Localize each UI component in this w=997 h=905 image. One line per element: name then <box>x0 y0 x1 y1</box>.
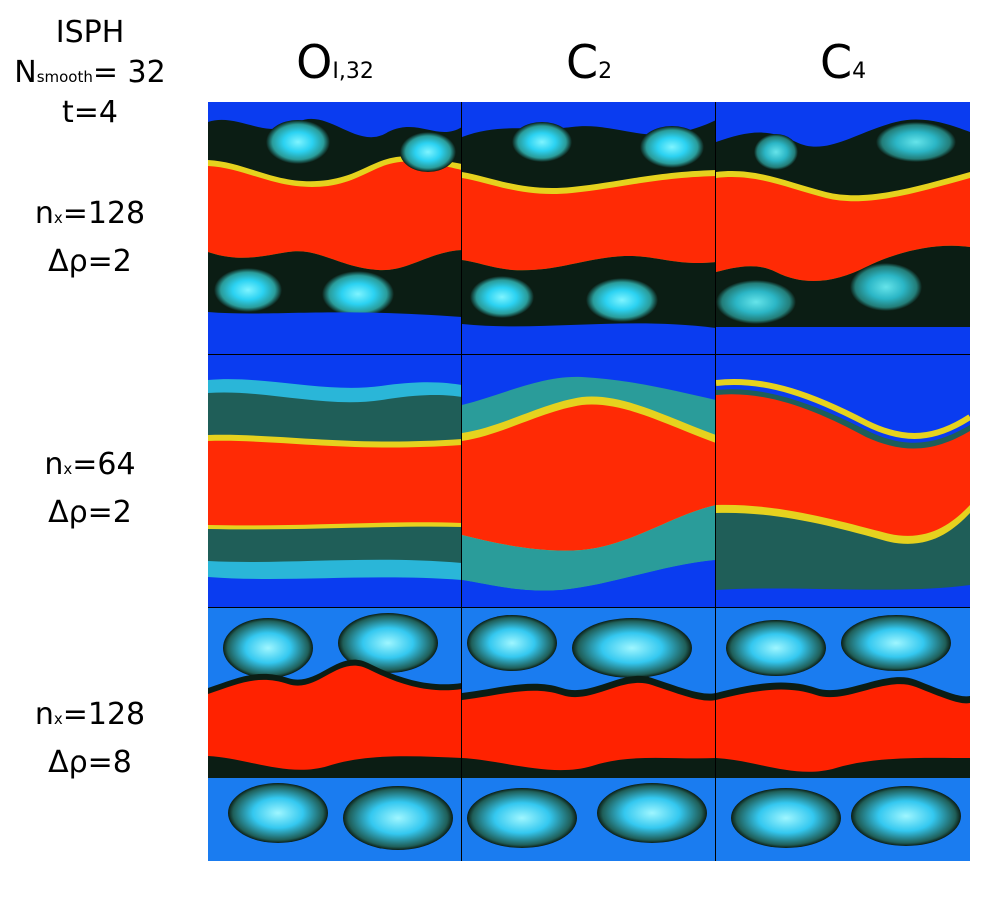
column-divider <box>715 102 716 861</box>
panel-row3-oi32 <box>208 608 462 861</box>
column-title-main: C <box>819 35 853 89</box>
column-title-oi32: OI,32 <box>208 34 462 100</box>
column-title-subscript: 4 <box>852 59 867 84</box>
panel-row1-c4 <box>716 102 970 355</box>
density-map <box>462 608 716 861</box>
density-map <box>208 102 462 355</box>
panel-row3-c2 <box>462 608 716 861</box>
row-label-3: nx=128 Δρ=8 <box>0 693 180 785</box>
panel-row2-c4 <box>716 355 970 608</box>
density-map <box>716 102 970 355</box>
nsmooth-subscript: smooth <box>36 68 93 86</box>
row-n-prefix: n <box>34 697 54 732</box>
row-n-value: =128 <box>62 697 146 732</box>
density-map <box>462 355 716 608</box>
column-title-main: O <box>296 35 333 89</box>
density-map <box>208 355 462 608</box>
nsmooth-value: = 32 <box>92 55 166 90</box>
density-map <box>208 608 462 861</box>
panel-row1-oi32 <box>208 102 462 355</box>
row-density-contrast: Δρ=2 <box>48 244 132 279</box>
column-title-main: C <box>565 35 599 89</box>
panel-row2-oi32 <box>208 355 462 608</box>
density-map <box>716 608 970 861</box>
row-n-subscript: x <box>63 460 73 478</box>
panel-row2-c2 <box>462 355 716 608</box>
time-label: t=4 <box>62 95 118 130</box>
row-divider <box>208 354 970 355</box>
row-density-contrast: Δρ=8 <box>48 745 132 780</box>
column-divider <box>461 102 462 861</box>
row-n-value: =64 <box>72 447 136 482</box>
row-n-prefix: n <box>44 447 64 482</box>
row-n-value: =128 <box>62 196 146 231</box>
figure-header: ISPH Nsmooth= 32 t=4 <box>0 0 200 160</box>
row-label-2: nx=64 Δρ=2 <box>0 443 180 535</box>
row-resolution: nx=64 <box>0 443 180 491</box>
row-label-1: nx=128 Δρ=2 <box>0 192 180 284</box>
row-resolution: nx=128 <box>0 693 180 741</box>
row-resolution: nx=128 <box>0 192 180 240</box>
column-title-subscript: I,32 <box>332 59 374 84</box>
method-label: ISPH <box>55 15 125 50</box>
row-n-subscript: x <box>53 209 63 227</box>
simulation-panel-grid <box>208 102 970 861</box>
column-title-subscript: 2 <box>598 59 613 84</box>
row-density-contrast: Δρ=2 <box>48 495 132 530</box>
nsmooth-label: Nsmooth= 32 <box>0 56 180 94</box>
panel-row3-c4 <box>716 608 970 861</box>
row-n-prefix: n <box>34 196 54 231</box>
panel-row1-c2 <box>462 102 716 355</box>
density-map <box>716 355 970 608</box>
column-title-c4: C4 <box>716 34 970 100</box>
row-n-subscript: x <box>53 710 63 728</box>
row-divider <box>208 607 970 608</box>
column-title-c2: C2 <box>462 34 716 100</box>
density-map <box>462 102 716 355</box>
nsmooth-prefix: N <box>14 55 37 90</box>
